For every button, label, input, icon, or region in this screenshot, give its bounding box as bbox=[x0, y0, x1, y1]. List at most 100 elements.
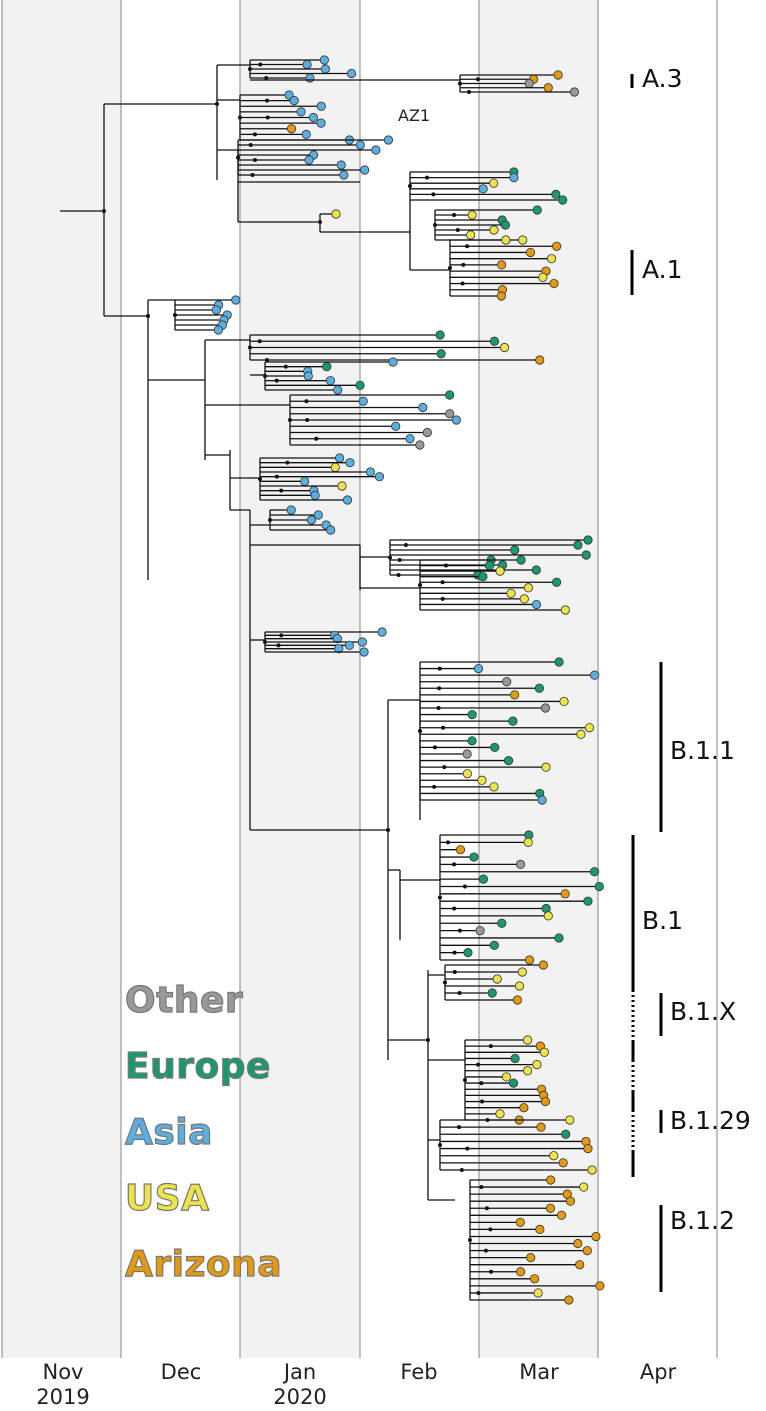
tip-node bbox=[326, 525, 336, 535]
tip-node bbox=[549, 278, 559, 289]
tip-node bbox=[296, 107, 306, 117]
tip-node bbox=[536, 1122, 546, 1132]
tip-node bbox=[543, 83, 553, 93]
internal-node bbox=[438, 895, 442, 900]
tip-node bbox=[510, 545, 520, 555]
tip-node bbox=[537, 795, 547, 805]
tip-node bbox=[316, 118, 326, 128]
tip-node bbox=[492, 974, 502, 984]
tip-node bbox=[371, 145, 381, 155]
tip-node bbox=[524, 78, 534, 89]
tip-node bbox=[495, 566, 505, 576]
internal-node bbox=[438, 1143, 442, 1147]
tip-node bbox=[503, 755, 514, 766]
tip-node bbox=[517, 967, 527, 977]
tip-node bbox=[573, 1238, 583, 1249]
legend-item-arizona: Arizona bbox=[124, 1243, 283, 1285]
tip-node bbox=[589, 867, 600, 877]
tip-node bbox=[573, 540, 583, 550]
tip-node bbox=[304, 155, 314, 165]
tip-node bbox=[455, 845, 466, 855]
tip-node bbox=[575, 1260, 585, 1270]
tip-node bbox=[581, 550, 591, 560]
tip-node bbox=[502, 677, 512, 687]
tip-node bbox=[320, 64, 331, 74]
tip-node bbox=[582, 1245, 592, 1256]
tip-node bbox=[525, 247, 536, 258]
tip-node bbox=[305, 73, 315, 83]
tip-node bbox=[539, 1047, 549, 1057]
tip-node bbox=[518, 235, 528, 245]
tip-node bbox=[564, 1295, 574, 1305]
tip-node bbox=[231, 295, 241, 305]
tip-node bbox=[377, 627, 387, 637]
month-label-mar: Mar bbox=[484, 1360, 594, 1385]
tip-node bbox=[532, 205, 542, 215]
tip-node bbox=[339, 170, 349, 180]
tip-node bbox=[445, 409, 455, 419]
tip-node bbox=[213, 325, 224, 335]
tip-node bbox=[549, 1151, 559, 1161]
tip-node bbox=[515, 859, 526, 870]
tip-node bbox=[512, 995, 523, 1005]
tip-node bbox=[319, 55, 329, 65]
clade-label-b11: B.1.1 bbox=[670, 736, 735, 765]
tip-node bbox=[346, 68, 357, 79]
tip-node bbox=[302, 59, 312, 70]
month-label-jan: Jan 2020 bbox=[245, 1360, 355, 1410]
month-name: Apr bbox=[639, 1360, 677, 1384]
tip-node bbox=[463, 948, 473, 958]
month-name: Jan bbox=[283, 1360, 317, 1384]
tip-node bbox=[558, 1158, 568, 1168]
tip-node bbox=[532, 1060, 542, 1070]
internal-node bbox=[468, 1238, 472, 1242]
tip-node bbox=[478, 572, 488, 582]
tip-node bbox=[477, 775, 487, 785]
tip-node bbox=[516, 555, 526, 565]
tip-node bbox=[316, 101, 326, 111]
legend-item-europe: Europe bbox=[124, 1045, 271, 1087]
tip-node bbox=[462, 769, 472, 779]
tip-node bbox=[530, 1274, 540, 1284]
tip-node bbox=[508, 1078, 519, 1088]
tip-node bbox=[333, 385, 343, 395]
clade-label-a3: A.3 bbox=[642, 64, 683, 93]
tip-node bbox=[337, 481, 347, 491]
tip-node bbox=[478, 184, 488, 194]
month-name: Nov bbox=[42, 1360, 84, 1384]
tip-node bbox=[583, 535, 593, 545]
tip-node bbox=[590, 670, 600, 680]
legend-item-other: Other bbox=[124, 979, 244, 1021]
tip-node bbox=[560, 605, 570, 615]
tip-node bbox=[583, 896, 593, 906]
tip-node bbox=[436, 349, 446, 359]
month-name: Mar bbox=[519, 1360, 559, 1384]
tip-node bbox=[422, 427, 432, 438]
tip-node bbox=[467, 736, 477, 746]
month-band bbox=[2, 0, 121, 1358]
tip-node bbox=[303, 371, 313, 381]
tip-node bbox=[289, 96, 299, 106]
tip-node bbox=[559, 696, 569, 707]
tip-node bbox=[524, 955, 535, 965]
clade-label-b129: B.1.29 bbox=[670, 1106, 751, 1135]
tip-node bbox=[569, 87, 580, 97]
tip-node bbox=[523, 837, 533, 847]
tip-node bbox=[594, 881, 604, 892]
tip-node bbox=[462, 749, 472, 759]
tip-node bbox=[540, 703, 551, 713]
tip-node bbox=[335, 453, 345, 463]
internal-node bbox=[408, 184, 412, 188]
tip-node bbox=[546, 1175, 556, 1185]
tip-node bbox=[584, 723, 595, 733]
tip-node bbox=[579, 1182, 589, 1192]
tip-node bbox=[534, 683, 544, 693]
tip-node bbox=[322, 362, 332, 372]
tip-node bbox=[561, 1129, 571, 1139]
month-band bbox=[240, 0, 360, 1358]
tip-node bbox=[334, 644, 344, 654]
tip-node bbox=[359, 647, 369, 657]
